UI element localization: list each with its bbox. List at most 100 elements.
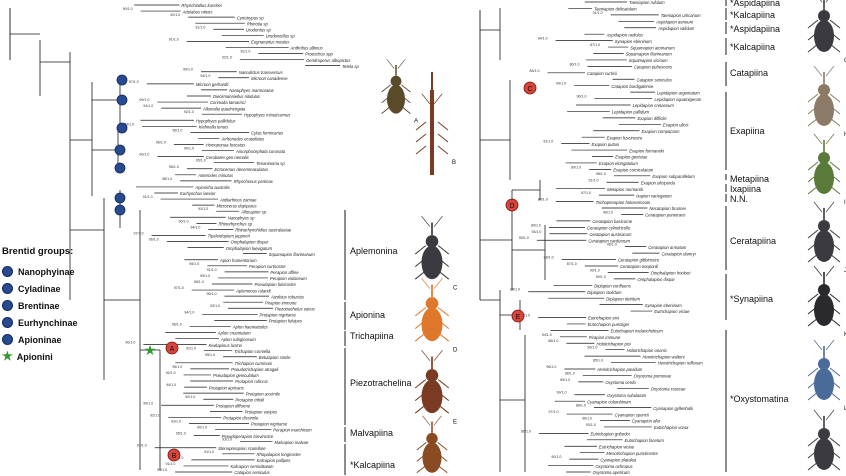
support-value: 90/1.0 [185, 395, 195, 399]
weevil-leg [829, 379, 841, 389]
legend-title: Brentid groups: [2, 246, 74, 257]
weevil-leg [807, 449, 819, 459]
red-node-marker [167, 448, 181, 462]
weevil-antenna [421, 349, 431, 361]
support-value: 85/1.0 [530, 69, 540, 73]
support-value: 86/1.0 [569, 62, 579, 66]
weevil-leg [829, 185, 841, 195]
support-value: 98/1.0 [565, 371, 575, 375]
weevil-leg [381, 84, 391, 93]
taxon-label: Eurhynchus laevior [180, 191, 216, 196]
blue-circle-icon [2, 300, 13, 311]
taxon-label: Cyanapion spencii [615, 412, 650, 417]
weevil-leg [414, 391, 427, 402]
support-value: 95/1.0 [519, 236, 529, 240]
taxon-label: Ceratapion austriacum [589, 232, 632, 237]
support-value: 90/1.0 [184, 147, 194, 151]
support-value: 90/1.0 [178, 219, 188, 223]
group-label: Malvapiina [350, 428, 393, 438]
weevil-antenna [813, 201, 823, 213]
weevil-leg [414, 379, 427, 389]
red-node-label: B [172, 453, 177, 460]
weevil-leg [437, 121, 449, 131]
group-label: *Aspidapiina [730, 0, 780, 8]
support-value: 98/1.0 [162, 177, 172, 181]
weevil-antenna [422, 415, 431, 426]
taxon-label: Exapion formaneki [629, 148, 665, 153]
taxon-label: Aplon haematodes [232, 325, 269, 330]
weevil-antenna [813, 339, 823, 351]
taxon-label: Eutrichapion punctiger [588, 322, 630, 327]
taxon-label: Nanophyes marmoratus [229, 88, 275, 93]
weevil-antenna [433, 93, 443, 105]
support-value: 90/1.0 [183, 68, 193, 72]
group-label: N.N. [730, 194, 748, 204]
weevil-pronotum [426, 432, 438, 445]
taxon-label: Protapion nigritarse [260, 313, 297, 318]
weevil-leg [437, 379, 450, 389]
taxon-label: Apionirha australis [194, 185, 230, 190]
support-value: 94/1.0 [166, 383, 176, 387]
group-label: *Aspidapiina [730, 24, 780, 34]
legend-item-cyladinae: Cyladinae [2, 280, 110, 297]
group-label: Aplemonina [350, 246, 398, 256]
group-label: Exapiina [730, 126, 765, 136]
taxon-label: Diplapion stolidum [587, 290, 622, 295]
taxon-label: Rhinotia sp [247, 21, 269, 26]
legend-item-apionini: ★ Apionini [2, 348, 110, 365]
weevil-leg [829, 93, 841, 103]
taxon-label: Dieckmanniellus nitidulus [213, 94, 261, 99]
taxon-label: Allomalia quadrivirgata [202, 106, 246, 111]
taxon-label: Cyanapion gyllenhalii [653, 406, 694, 411]
taxon-label: Taeniapion urticarium [661, 13, 701, 18]
taxon-label: Exapion subparallelum [652, 174, 695, 179]
weevil-leg [829, 19, 841, 29]
weevil-antenna [433, 415, 442, 426]
taxon-label: Rhynchitallus kuschei [181, 3, 222, 8]
weevil-leg [437, 404, 450, 414]
support-value: 94/1.0 [520, 313, 530, 317]
blue-circle-icon [2, 334, 13, 345]
weevil-leg [414, 404, 427, 414]
node-markers: ★ A B C D E [114, 74, 537, 462]
weevil-antenna [813, 265, 823, 277]
support-value: 96/1.0 [577, 95, 587, 99]
support-value: 86/1.0 [521, 429, 531, 433]
support-value: 85/1.0 [593, 359, 603, 363]
support-value: 95/1.0 [196, 159, 206, 163]
weevil-leg [829, 461, 841, 471]
taxon-label: Catapion seniculus [637, 77, 673, 82]
taxon-label: Dendroperus albopictus [306, 58, 351, 63]
support-value: 88/1.0 [538, 198, 548, 202]
weevil-leg [415, 145, 427, 155]
support-value: 87/1.0 [590, 43, 600, 47]
photo-letter: I [844, 200, 846, 206]
support-value: 92/1.0 [186, 347, 196, 351]
taxon-label: Arrhenodes ecutellatus [220, 137, 265, 142]
taxon-label: Squamapion flavimanum [626, 52, 673, 57]
support-value: 90/1.0 [197, 426, 207, 430]
weevil-pronotum [818, 84, 830, 96]
group-label: Piezotrachelina [350, 378, 412, 388]
weevil-leg [807, 43, 819, 53]
support-value: 95/1.0 [587, 346, 597, 350]
support-value: 95/1.0 [157, 468, 167, 472]
weevil-pronotum [818, 10, 830, 22]
taxon-label: Perapion affine [270, 270, 299, 275]
legend-item-apioninae: Apioninae [2, 331, 110, 348]
taxon-label: Microcerus dopiparus [217, 203, 258, 208]
weevil-photo-e: E [414, 349, 457, 426]
weevil-leg [415, 133, 427, 143]
red-node-marker [165, 341, 179, 355]
support-value: 92/1.0 [543, 140, 553, 144]
weevil-photo-b: B [415, 72, 456, 175]
taxon-label: Rhopalapion longirostre [257, 452, 302, 457]
taxon-label: Proeschus spp [305, 52, 333, 57]
support-value: 93/1.0 [531, 230, 541, 234]
weevil-leg [807, 161, 819, 171]
support-value: 92/1.0 [222, 56, 232, 60]
support-value: 94/1.0 [143, 104, 153, 108]
weevil-leg [437, 307, 450, 317]
weevil-leg [807, 117, 819, 127]
